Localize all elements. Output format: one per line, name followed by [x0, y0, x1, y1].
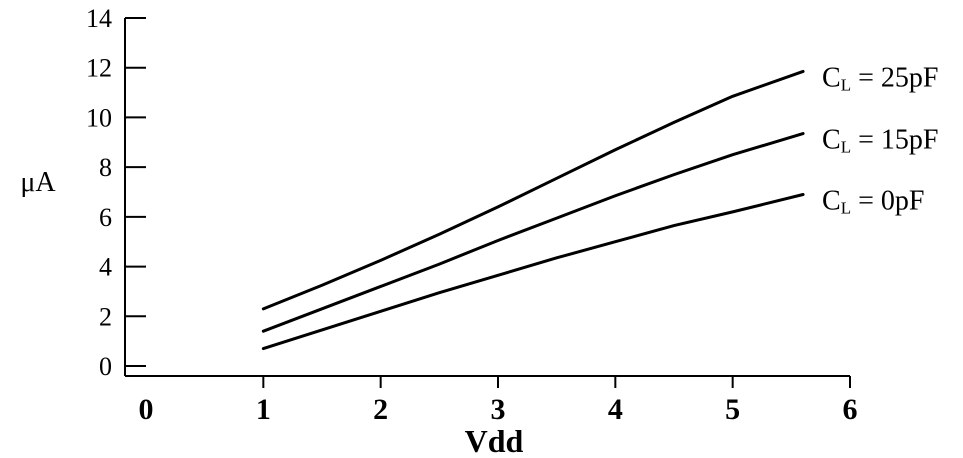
- y-ticks: 0 2 4 6 8 10 12 14: [86, 4, 146, 381]
- y-tick-label: 14: [86, 4, 112, 33]
- series-line: [261, 192, 805, 351]
- y-tick-label: 8: [99, 153, 112, 182]
- x-tick-label: 1: [256, 393, 271, 426]
- series-line: [261, 132, 805, 333]
- y-tick-label: 10: [86, 103, 112, 132]
- series-lines: [261, 69, 805, 351]
- series-label: CL = 25pF: [822, 62, 938, 94]
- series-label-main: C: [822, 62, 841, 93]
- x-tick-label: 3: [491, 393, 506, 426]
- y-tick-label: 12: [86, 54, 112, 83]
- y-tick-label: 0: [99, 352, 112, 381]
- y-axis-title: μA: [20, 167, 56, 198]
- series-label-subscript: L: [841, 75, 851, 94]
- series-label-subscript: L: [841, 198, 851, 217]
- y-tick-label: 4: [99, 253, 112, 282]
- series-label: CL = 15pF: [822, 125, 938, 157]
- series-label-main: C: [822, 185, 841, 216]
- series-label: CL = 0pF: [822, 185, 924, 217]
- x-tick-label: 2: [373, 393, 388, 426]
- x-tick-label: 0: [139, 393, 154, 426]
- series-label-subscript: L: [841, 138, 851, 157]
- y-tick-label: 2: [99, 302, 112, 331]
- x-axis-title: Vdd: [465, 423, 524, 458]
- x-tick-label: 6: [843, 393, 858, 426]
- series-label-rest: = 0pF: [851, 185, 924, 216]
- y-tick-label: 6: [99, 203, 112, 232]
- series-label-rest: = 25pF: [851, 62, 938, 93]
- x-ticks: 0 1 2 3 4 5 6: [139, 376, 858, 426]
- series-line: [261, 69, 805, 311]
- x-tick-label: 5: [725, 393, 740, 426]
- x-tick-label: 4: [608, 393, 623, 426]
- series-label-main: C: [822, 125, 841, 156]
- series-label-rest: = 15pF: [851, 125, 938, 156]
